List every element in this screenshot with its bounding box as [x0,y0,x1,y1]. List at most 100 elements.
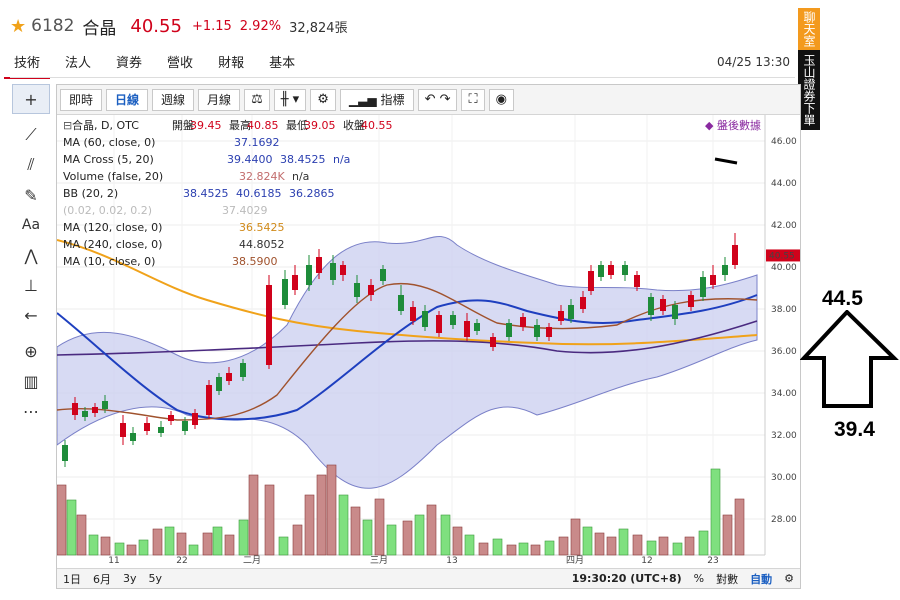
y-tick-label: 44.00 [771,179,797,189]
candle-style-icon[interactable]: ╫ ▾ [273,88,307,111]
legend-main: 開盤 [172,119,194,132]
ma-brown-line [57,283,758,421]
candle-body [710,275,716,285]
legend-ma60: 37.1692 [234,136,280,149]
volume-bar [402,520,413,556]
volume-bar [138,539,149,556]
pattern-icon[interactable]: ⋀ [24,245,38,265]
tab-technical[interactable]: 技術 [4,52,51,79]
last-price-label: 40.55 [769,251,795,261]
clock-readout: 19:30:20 (UTC+8) [571,572,682,585]
volume-bar [100,536,111,556]
indicators-button[interactable]: ▁▃▅ 指標 [339,88,414,111]
broker-order-banner[interactable]: 玉山證券下單 [798,50,820,130]
fib-icon[interactable]: ⫽ [27,155,35,174]
trendline-icon[interactable]: ⟋ [25,125,37,144]
legend-ma240: MA (240, close, 0) [63,238,162,251]
candle-body [292,275,298,290]
candle-body [568,305,574,319]
candle-body [62,445,68,461]
range-3y[interactable]: 3y [123,572,137,585]
intraday-button[interactable]: 即時 [60,88,103,111]
brush-icon[interactable]: ✎ [24,185,38,205]
x-tick-label: 12 [641,556,652,566]
volume-bar [248,474,259,556]
volume-bar [362,519,373,556]
tab-financials[interactable]: 財報 [218,56,245,71]
text-icon[interactable]: Aa [21,217,41,233]
monthly-button[interactable]: 月線 [198,88,241,111]
more-icon[interactable]: ⋯ [23,401,39,421]
snapshot-camera-icon[interactable]: ◉ [488,88,514,111]
up-arrow-annotation [800,310,899,408]
volume-bar [492,538,503,556]
legend-main: 最低 [286,119,308,132]
tab-institutional[interactable]: 法人 [65,56,92,71]
legend-bb: 38.4525 [183,187,229,200]
volume-bar [338,494,349,556]
legend-bb: 36.2865 [289,187,335,200]
auto-toggle[interactable]: 自動 [750,572,773,586]
drawn-dash [714,157,738,165]
drawing-toolbar: + ⟋ ⫽ ✎ Aa ⋀ ⊥ ← ⊕ ▥ ⋯ [12,84,50,589]
volume-bar [414,514,425,556]
legend-hidden: (0.02, 0.02, 0.2) [63,204,152,217]
volume-bar [594,532,605,556]
volume-bar [278,536,289,556]
bollinger-band [57,236,758,489]
volume-bar [374,498,385,556]
volume-bar [618,528,629,556]
candle-body [598,265,604,277]
tab-revenue[interactable]: 營收 [167,56,194,71]
fullscreen-icon[interactable]: ⛶ [461,88,485,111]
ruler-icon[interactable]: ▥ [23,371,39,391]
legend-macross: 38.4525 [280,153,326,166]
chatroom-banner[interactable]: 聊天室 [798,8,820,50]
range-1d[interactable]: 1日 [63,572,81,586]
legend-main: 40.55 [361,119,393,132]
candle-body [672,305,678,319]
candle-body [206,385,212,415]
volume-bar [506,544,517,556]
settings-gear-icon[interactable]: ⚙ [310,88,336,111]
candle-body [216,377,222,391]
range-6m[interactable]: 6月 [93,572,111,586]
volume-bar [212,526,223,556]
candle-body [282,279,288,305]
daily-button[interactable]: 日線 [106,88,149,111]
candle-body [464,321,470,337]
candle-body [660,299,666,311]
price-change: +1.15 [191,18,232,34]
volume-bar [316,474,327,556]
compare-scale-icon[interactable]: ⚖ [244,88,270,111]
crosshair-icon[interactable]: + [12,84,50,114]
chart-frame: 即時 日線 週線 月線 ⚖ ╫ ▾ ⚙ ▁▃▅ 指標 ↶ ↷ ⛶ ◉ 46.00 4… [56,84,801,589]
favorite-star-icon[interactable]: ★ [10,15,27,37]
percent-toggle[interactable]: % [693,572,705,585]
price-chart[interactable]: 46.00 44.00 42.00 40.00 38.00 36.00 34.00 32.00… [57,115,800,568]
volume-bar [176,532,187,556]
undo-icon[interactable]: ↶ ↷ [417,88,458,111]
legend-volume: Volume (false, 20) [63,170,163,183]
legend-ma120: 36.5425 [239,221,285,234]
volume-bar [164,526,175,556]
candle-body [92,407,98,413]
axis-settings-icon[interactable]: ⚙ [784,572,794,585]
candle-body [182,421,188,431]
volume-bar [188,544,199,556]
candle-body [226,373,232,381]
back-arrow-icon[interactable]: ← [24,305,38,325]
weekly-button[interactable]: 週線 [152,88,195,111]
tab-basic[interactable]: 基本 [269,56,296,71]
log-toggle[interactable]: 對數 [716,572,739,586]
volume-bar [710,468,721,556]
range-5y[interactable]: 5y [148,572,163,585]
candle-body [130,433,136,441]
tab-margin[interactable]: 資券 [116,56,143,71]
measure-icon[interactable]: ⊥ [24,275,38,295]
zoom-icon[interactable]: ⊕ [24,341,38,361]
x-tick-label: 11 [108,556,119,566]
legend-main: 39.45 [190,119,222,132]
price-change-percent: 2.92% [239,18,282,34]
volume-bar [722,514,733,556]
